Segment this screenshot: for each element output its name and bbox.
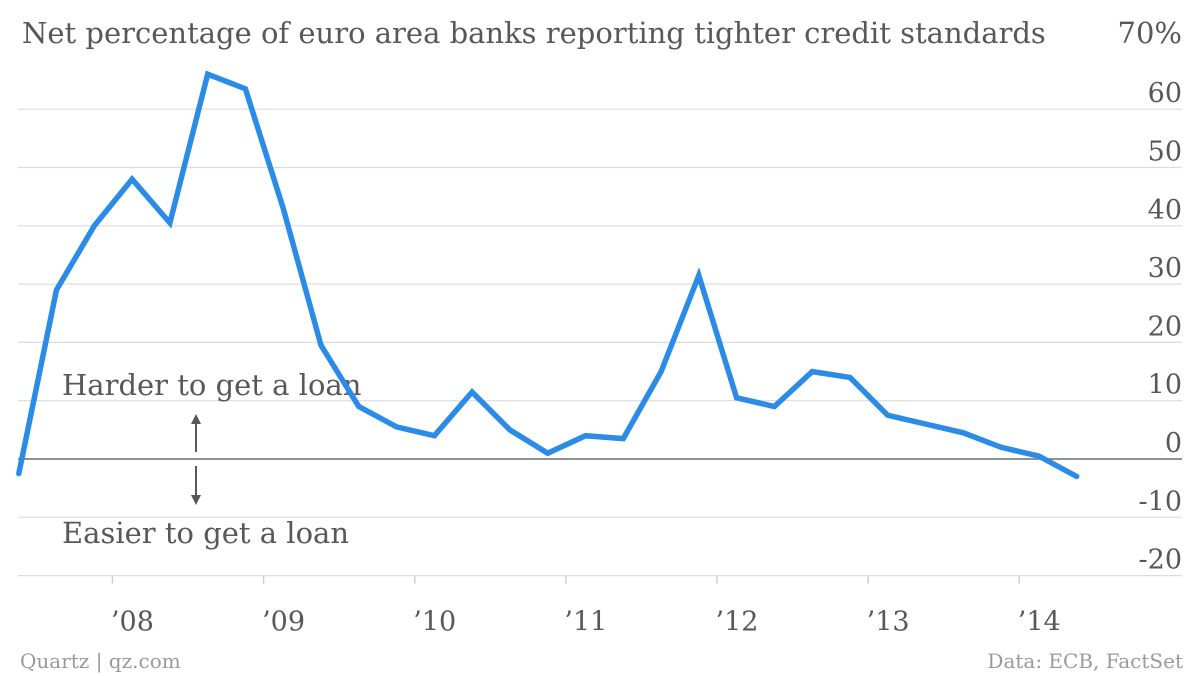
y-tick-label: -10 bbox=[1139, 486, 1182, 517]
y-tick-label: 10 bbox=[1148, 370, 1182, 401]
x-tick-label: ’13 bbox=[867, 607, 910, 638]
x-tick-label: ’11 bbox=[564, 607, 607, 638]
x-tick-label: ’12 bbox=[715, 607, 758, 638]
annotation-easier: Easier to get a loan bbox=[62, 516, 349, 550]
x-tick-label: ’10 bbox=[413, 607, 456, 638]
y-tick-label: -20 bbox=[1139, 545, 1182, 576]
chart-title: Net percentage of euro area banks report… bbox=[22, 16, 1046, 50]
y-tick-label: 0 bbox=[1165, 428, 1182, 459]
footer-data-credit: Data: ECB, FactSet bbox=[987, 649, 1183, 673]
y-tick-label: 50 bbox=[1148, 137, 1182, 168]
direction-annotation: Harder to get a loan Easier to get a loa… bbox=[62, 368, 361, 550]
down-arrowhead-icon bbox=[191, 495, 201, 505]
x-tick-label: ’08 bbox=[111, 607, 154, 638]
y-tick-label: 20 bbox=[1148, 311, 1182, 342]
x-tick-label: ’09 bbox=[262, 607, 305, 638]
y-tick-label: 70% bbox=[1118, 16, 1182, 50]
annotation-harder: Harder to get a loan bbox=[62, 368, 361, 402]
up-arrowhead-icon bbox=[191, 414, 201, 424]
y-axis-labels: 70% 60 50 40 30 20 10 0 -10 -20 bbox=[1118, 16, 1182, 576]
series-line bbox=[16, 70, 1080, 480]
x-tick-label: ’14 bbox=[1018, 607, 1061, 638]
y-tick-label: 40 bbox=[1148, 195, 1182, 226]
series bbox=[16, 70, 1080, 480]
footer-source-brand: Quartz | qz.com bbox=[20, 649, 181, 674]
y-tick-label: 60 bbox=[1148, 78, 1182, 109]
gridlines bbox=[18, 108, 1182, 577]
x-axis: ’08 ’09 ’10 ’11 ’12 ’13 ’14 bbox=[111, 575, 1061, 638]
y-tick-label: 30 bbox=[1148, 253, 1182, 284]
